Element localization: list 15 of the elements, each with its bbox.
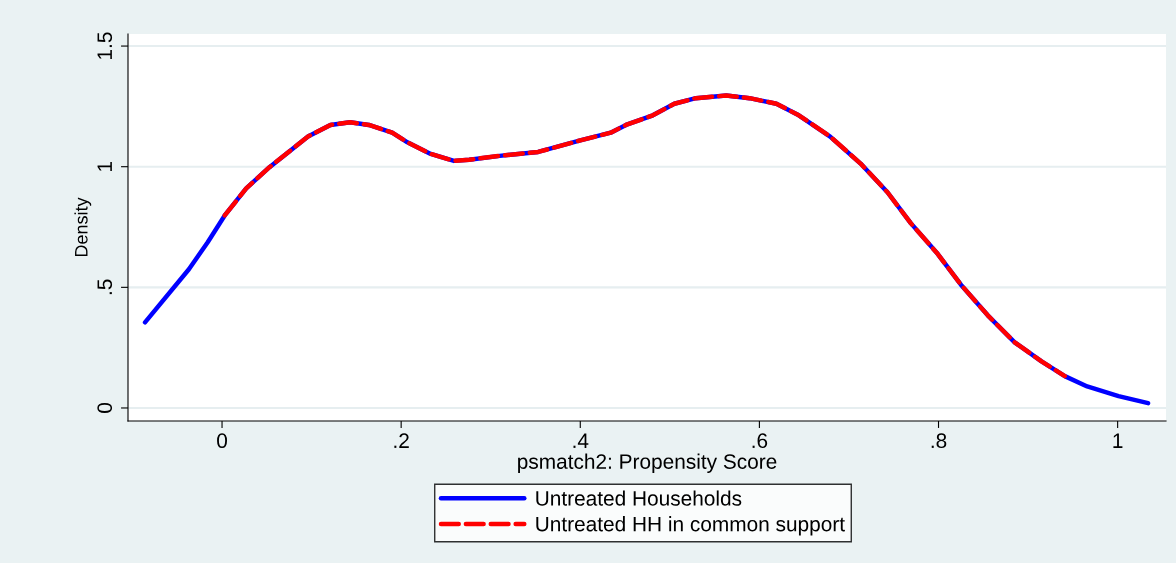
line-series: [222, 93, 1068, 379]
x-tick-label: 1: [1113, 433, 1123, 448]
x-axis-title: psmatch2: Propensity Score: [518, 453, 777, 474]
x-tick-label: .4: [573, 433, 589, 448]
y-tick-label: .5: [97, 279, 113, 295]
legend-label: Untreated HH in common support: [536, 516, 845, 536]
legend-label: Untreated Households: [536, 490, 742, 506]
y-tick-label: 1: [97, 161, 112, 171]
y-tick-label: 1.5: [97, 32, 113, 59]
x-tick-label: .2: [394, 433, 409, 448]
y-tick-label: 0: [97, 402, 113, 413]
x-tick-label: .8: [931, 433, 947, 449]
x-tick-label: 0: [217, 433, 228, 449]
x-tick-label: .6: [752, 433, 768, 449]
y-axis-title: Density: [74, 197, 92, 257]
